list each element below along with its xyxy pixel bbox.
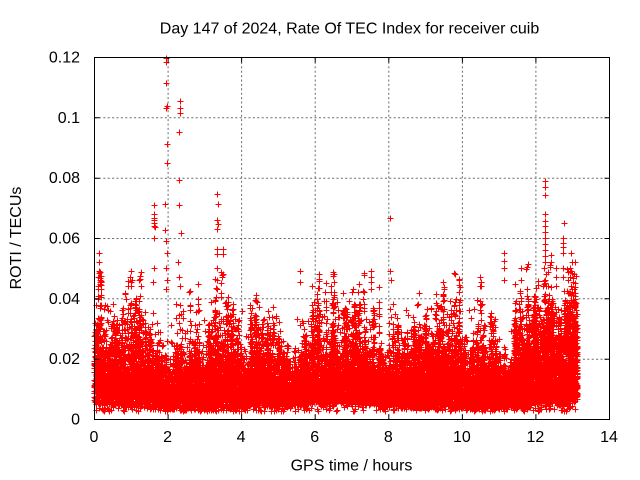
svg-text:2: 2: [163, 429, 172, 446]
svg-text:14: 14: [600, 429, 618, 446]
svg-text:0: 0: [71, 412, 80, 429]
svg-text:0.1: 0.1: [58, 110, 80, 127]
svg-text:0.02: 0.02: [49, 351, 80, 368]
svg-text:10: 10: [453, 429, 471, 446]
svg-text:12: 12: [527, 429, 545, 446]
svg-text:0.08: 0.08: [49, 170, 80, 187]
svg-text:GPS time / hours: GPS time / hours: [291, 458, 413, 475]
svg-text:0.12: 0.12: [49, 50, 80, 67]
svg-text:4: 4: [237, 429, 246, 446]
svg-text:0.06: 0.06: [49, 231, 80, 248]
svg-text:Day 147 of 2024, Rate Of TEC I: Day 147 of 2024, Rate Of TEC Index for r…: [160, 21, 540, 38]
svg-text:0.04: 0.04: [49, 291, 80, 308]
svg-text:8: 8: [384, 429, 393, 446]
svg-text:0: 0: [90, 429, 99, 446]
svg-text:ROTI / TECUs: ROTI / TECUs: [8, 187, 25, 290]
svg-text:6: 6: [310, 429, 319, 446]
